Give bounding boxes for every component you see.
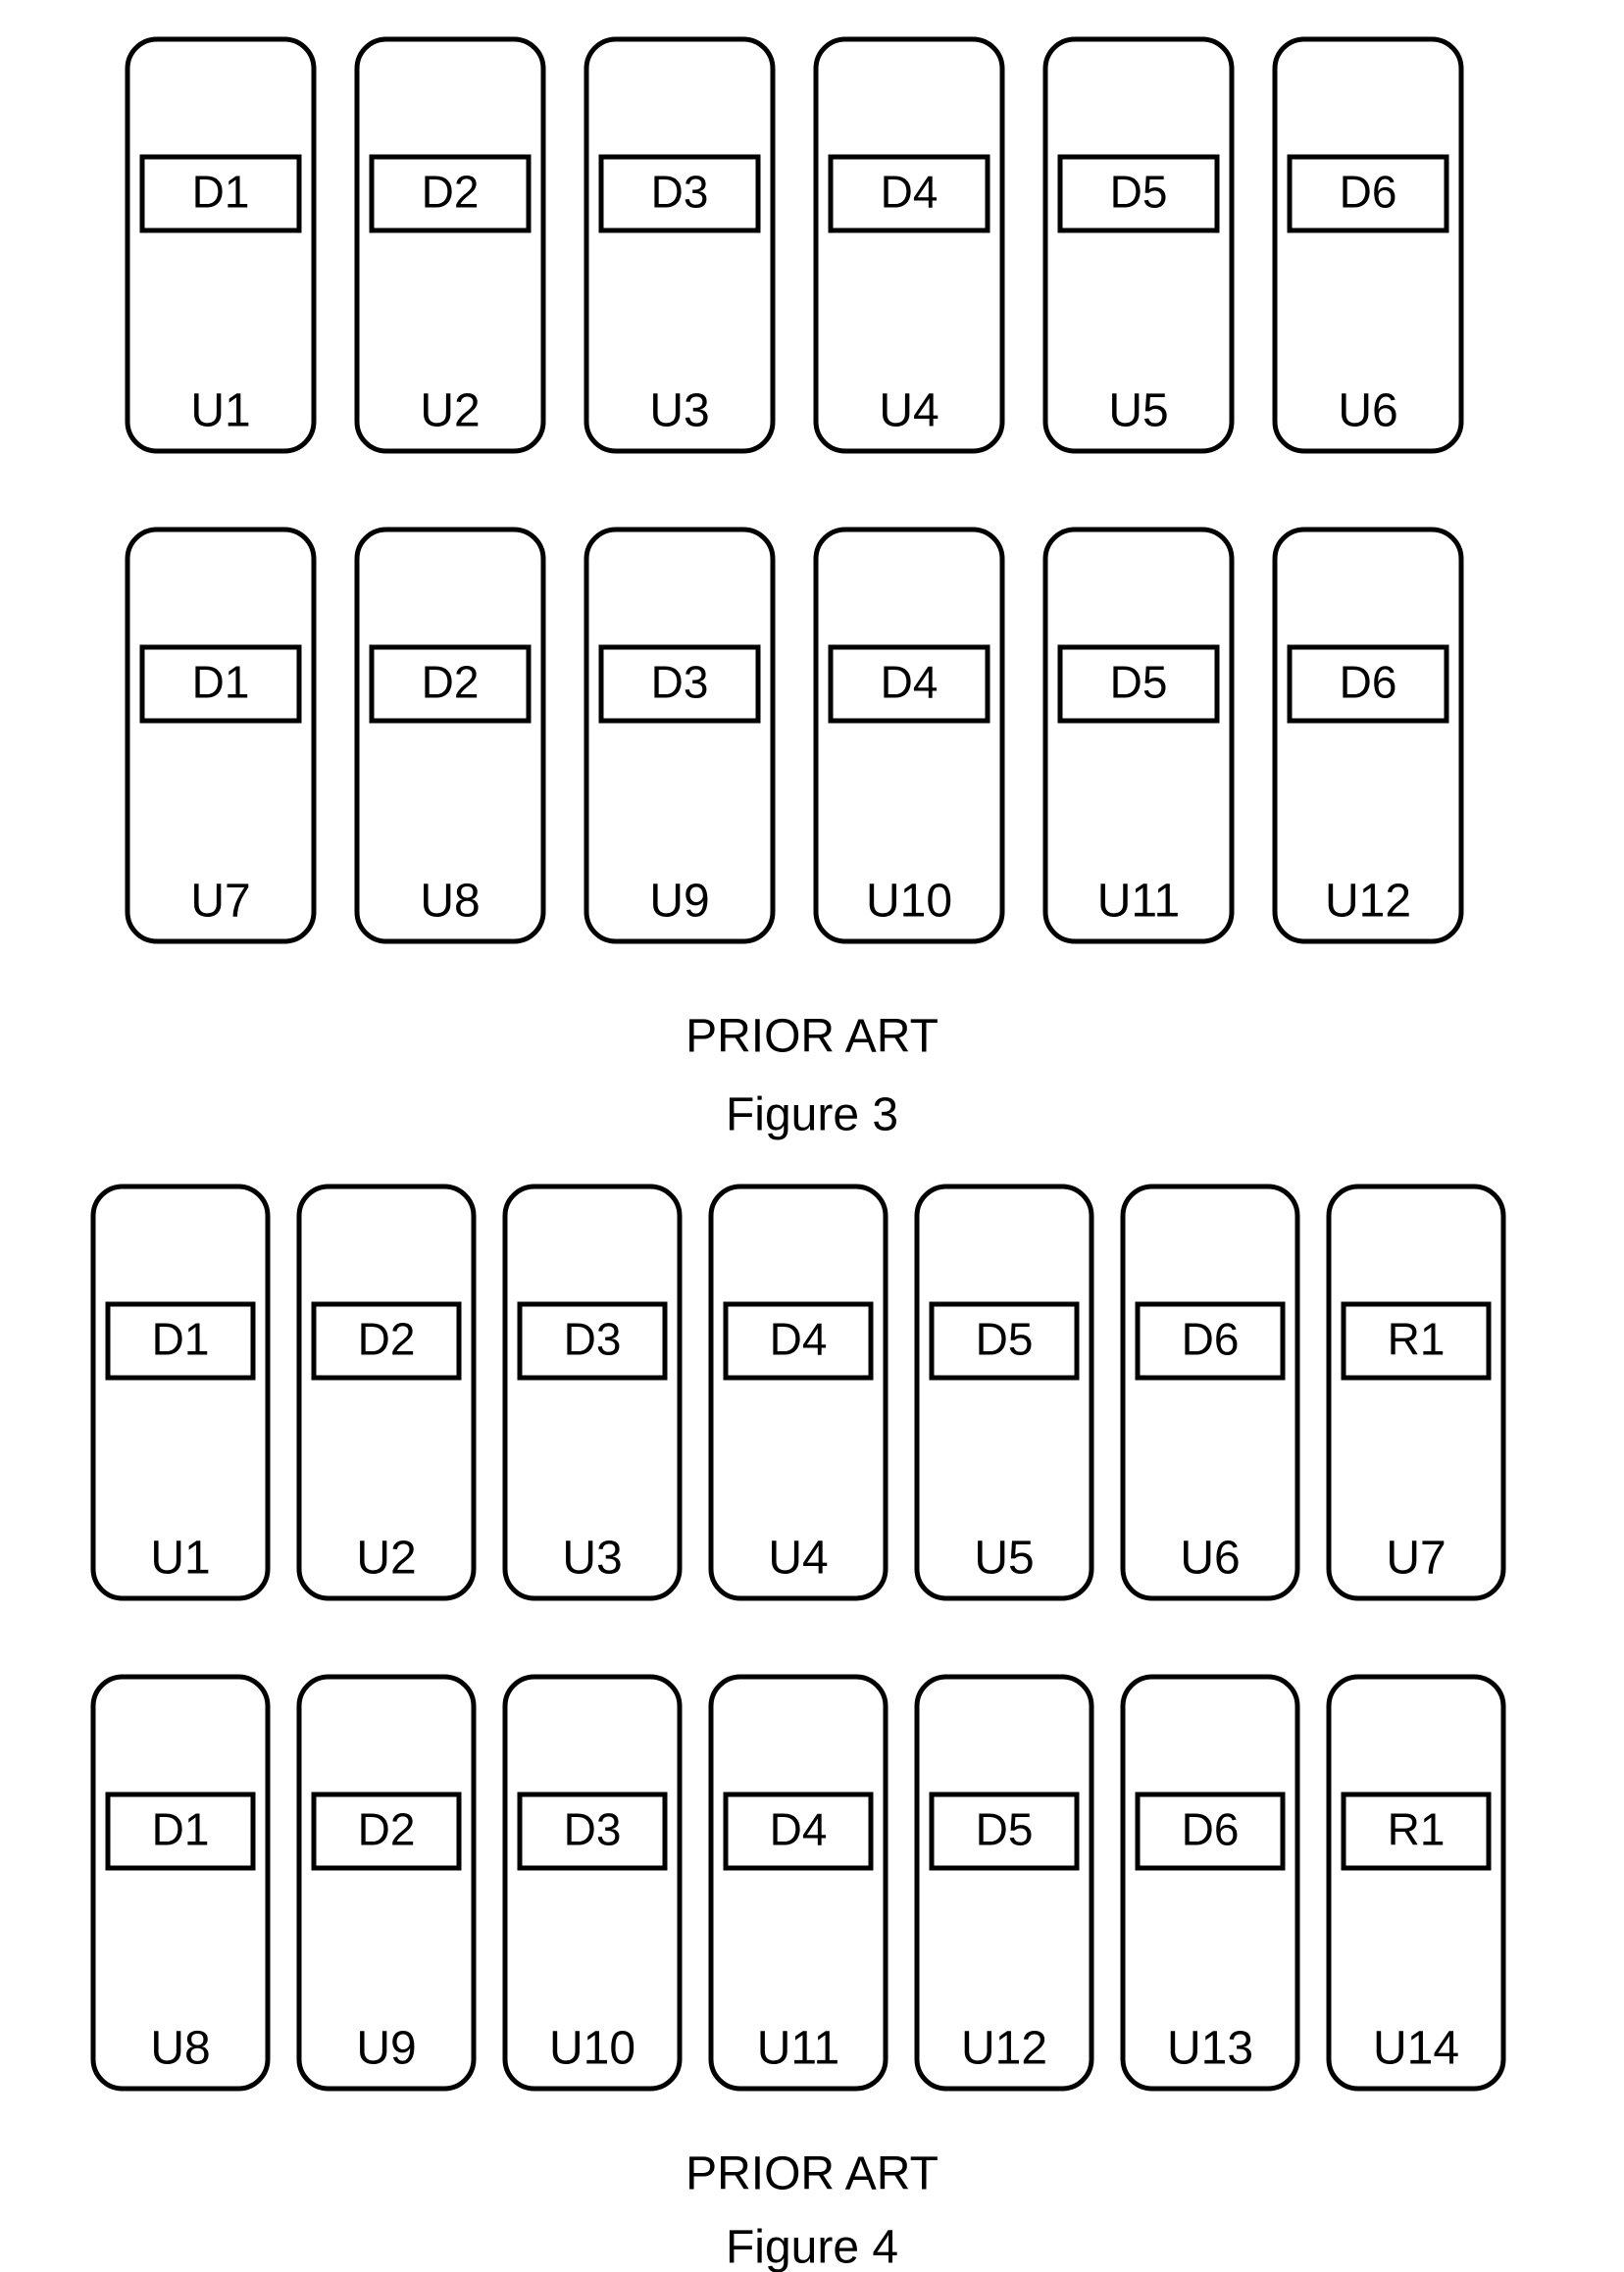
data-label: D3 (564, 1314, 622, 1365)
data-label: D5 (1110, 167, 1168, 218)
unit-card: D1 U1 (93, 1186, 268, 1598)
unit-label: U10 (866, 876, 952, 928)
unit-label: U9 (356, 2023, 416, 2075)
unit-label: U7 (190, 876, 250, 928)
unit-card: D1 U7 (127, 530, 314, 941)
caption-prior-art: PRIOR ART (685, 1011, 939, 1063)
data-label: D6 (1182, 1804, 1240, 1855)
unit-label: U12 (1325, 876, 1411, 928)
caption-prior-art: PRIOR ART (685, 2148, 939, 2200)
unit-card: D4 U4 (816, 39, 1002, 451)
data-label: D5 (1110, 657, 1168, 708)
data-label: D2 (422, 167, 480, 218)
data-label: D1 (192, 657, 250, 708)
unit-label: U5 (1108, 385, 1168, 437)
data-label: D6 (1340, 167, 1397, 218)
unit-card: D1 U1 (127, 39, 314, 451)
data-label: D4 (881, 657, 939, 708)
data-label: D3 (651, 167, 709, 218)
data-label: D2 (358, 1314, 416, 1365)
data-label: D5 (976, 1314, 1034, 1365)
data-label: D1 (192, 167, 250, 218)
data-label: D4 (770, 1804, 828, 1855)
unit-card: D6 U13 (1123, 1677, 1297, 2089)
data-label: D4 (881, 167, 939, 218)
unit-label: U3 (562, 1533, 622, 1585)
unit-card: D2 U2 (357, 39, 543, 451)
unit-label: U11 (1097, 876, 1181, 928)
caption-figure-number: Figure 4 (726, 2222, 898, 2272)
data-label: R1 (1388, 1314, 1446, 1365)
unit-label: U5 (974, 1533, 1034, 1585)
data-label: D1 (152, 1314, 210, 1365)
unit-label: U4 (879, 385, 939, 437)
unit-card: D4 U10 (816, 530, 1002, 941)
data-label: D5 (976, 1804, 1034, 1855)
unit-label: U8 (420, 876, 480, 928)
unit-label: U3 (649, 385, 709, 437)
data-label: D6 (1340, 657, 1397, 708)
unit-card: R1 U7 (1329, 1186, 1503, 1598)
unit-label: U1 (190, 385, 250, 437)
unit-card: D5 U5 (1045, 39, 1232, 451)
data-label: D6 (1182, 1314, 1240, 1365)
unit-card: D6 U6 (1123, 1186, 1297, 1598)
unit-label: U4 (768, 1533, 828, 1585)
unit-card: D3 U10 (505, 1677, 680, 2089)
unit-card: D2 U8 (357, 530, 543, 941)
unit-label: U6 (1180, 1533, 1240, 1585)
unit-label: U2 (356, 1533, 416, 1585)
unit-label: U8 (150, 2023, 210, 2075)
unit-label: U13 (1167, 2023, 1253, 2075)
unit-card: D3 U3 (505, 1186, 680, 1598)
unit-label: U12 (961, 2023, 1047, 2075)
unit-card: D5 U11 (1045, 530, 1232, 941)
caption-figure-number: Figure 3 (726, 1089, 898, 1141)
unit-label: U6 (1338, 385, 1397, 437)
unit-card: D4 U4 (711, 1186, 886, 1598)
unit-card: D2 U2 (299, 1186, 474, 1598)
unit-label: U7 (1386, 1533, 1446, 1585)
unit-label: U10 (549, 2023, 635, 2075)
data-label: D1 (152, 1804, 210, 1855)
unit-card: D3 U9 (586, 530, 773, 941)
unit-card: D4 U11 (711, 1677, 886, 2089)
unit-label: U2 (420, 385, 480, 437)
unit-card: D1 U8 (93, 1677, 268, 2089)
unit-label: U1 (150, 1533, 210, 1585)
unit-label: U14 (1373, 2023, 1459, 2075)
unit-card: D6 U6 (1275, 39, 1461, 451)
unit-card: R1 U14 (1329, 1677, 1503, 2089)
unit-card: D6 U12 (1275, 530, 1461, 941)
unit-card: D3 U3 (586, 39, 773, 451)
data-label: R1 (1388, 1804, 1446, 1855)
unit-card: D2 U9 (299, 1677, 474, 2089)
data-label: D3 (651, 657, 709, 708)
unit-card: D5 U5 (917, 1186, 1091, 1598)
data-label: D2 (358, 1804, 416, 1855)
data-label: D2 (422, 657, 480, 708)
data-label: D3 (564, 1804, 622, 1855)
unit-label: U9 (649, 876, 709, 928)
unit-label: U11 (757, 2023, 840, 2075)
data-label: D4 (770, 1314, 828, 1365)
unit-card: D5 U12 (917, 1677, 1091, 2089)
